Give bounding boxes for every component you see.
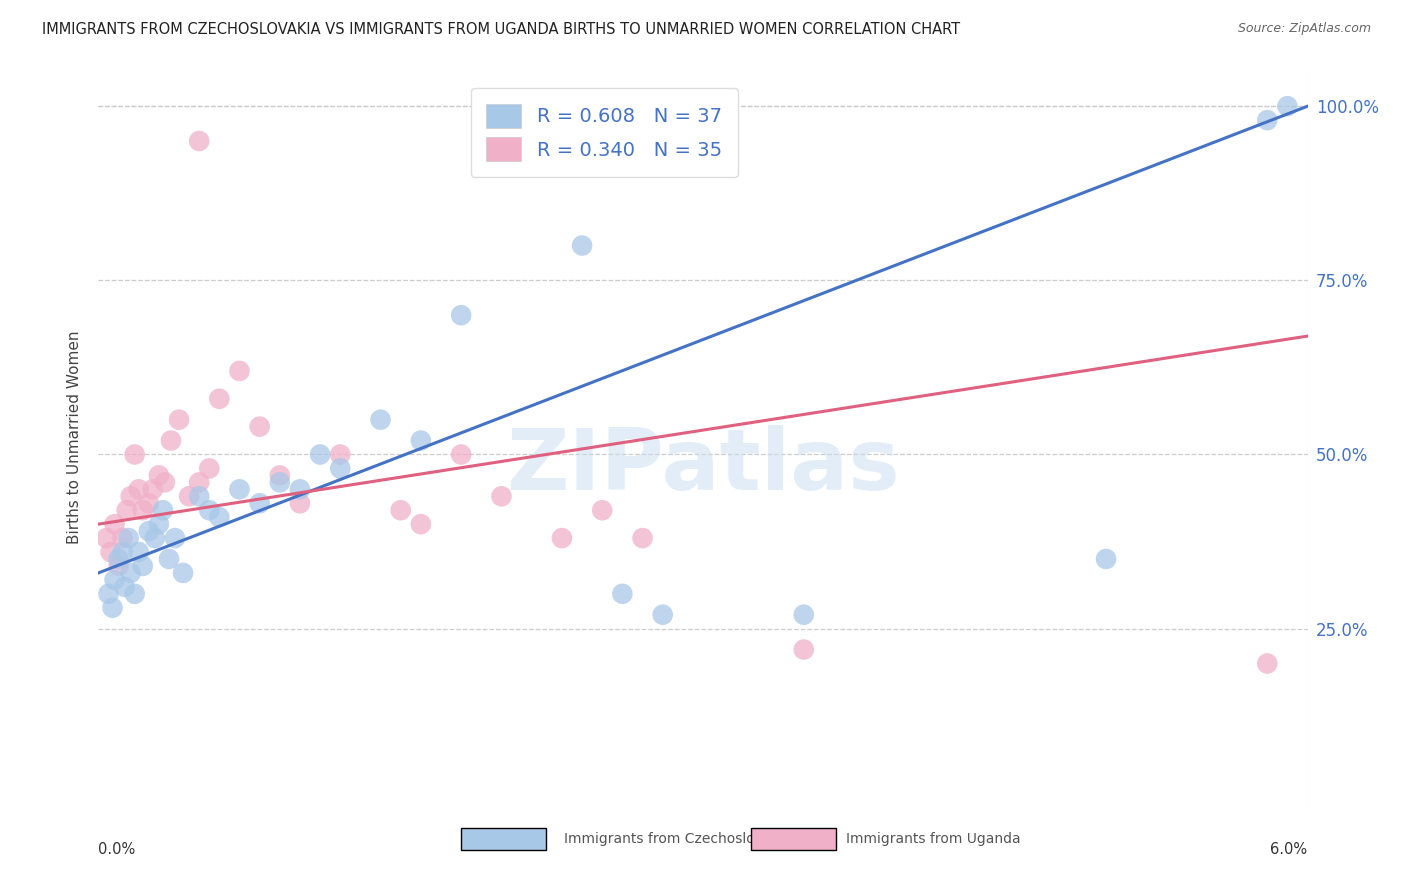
Point xyxy=(132,558,155,573)
Point xyxy=(188,475,211,490)
Legend: R = 0.608   N = 37, R = 0.340   N = 35: R = 0.608 N = 37, R = 0.340 N = 35 xyxy=(471,88,738,177)
Point xyxy=(269,468,291,483)
Point xyxy=(612,587,634,601)
Point xyxy=(208,510,231,524)
Point xyxy=(329,448,352,462)
Point xyxy=(128,545,150,559)
Point xyxy=(288,483,311,497)
Point xyxy=(409,517,432,532)
Text: Immigrants from Czechoslovakia: Immigrants from Czechoslovakia xyxy=(564,832,792,847)
Point xyxy=(1095,552,1118,566)
Point xyxy=(450,308,472,322)
Point xyxy=(148,468,170,483)
Point xyxy=(103,517,125,532)
Point xyxy=(111,545,134,559)
Point xyxy=(97,587,120,601)
Point xyxy=(138,496,160,510)
Y-axis label: Births to Unmarried Women: Births to Unmarried Women xyxy=(66,330,82,544)
Point xyxy=(120,566,142,580)
Point xyxy=(249,419,271,434)
Point xyxy=(152,503,174,517)
Point xyxy=(793,642,815,657)
FancyBboxPatch shape xyxy=(461,829,546,850)
Text: ZIPatlas: ZIPatlas xyxy=(506,425,900,508)
Text: 0.0%: 0.0% xyxy=(98,842,135,856)
Point xyxy=(115,503,138,517)
Point xyxy=(1256,657,1278,671)
Point xyxy=(96,531,118,545)
Point xyxy=(120,489,142,503)
Point xyxy=(793,607,815,622)
Point xyxy=(249,496,271,510)
Text: Immigrants from Uganda: Immigrants from Uganda xyxy=(845,832,1021,847)
Point xyxy=(142,483,165,497)
Point xyxy=(114,580,136,594)
Point xyxy=(143,531,166,545)
Point xyxy=(571,238,593,252)
Point xyxy=(651,607,673,622)
Point xyxy=(148,517,170,532)
Point xyxy=(128,483,150,497)
Point xyxy=(124,587,146,601)
Point xyxy=(208,392,231,406)
Text: IMMIGRANTS FROM CZECHOSLOVAKIA VS IMMIGRANTS FROM UGANDA BIRTHS TO UNMARRIED WOM: IMMIGRANTS FROM CZECHOSLOVAKIA VS IMMIGR… xyxy=(42,22,960,37)
Point xyxy=(228,483,250,497)
Point xyxy=(1277,99,1299,113)
Point xyxy=(631,531,654,545)
Point xyxy=(228,364,250,378)
Point xyxy=(167,412,190,426)
Point xyxy=(370,412,392,426)
Point xyxy=(450,448,472,462)
Point xyxy=(309,448,332,462)
Point xyxy=(288,496,311,510)
Point xyxy=(329,461,352,475)
Point xyxy=(107,552,129,566)
Point xyxy=(389,503,412,517)
Point xyxy=(160,434,183,448)
Point xyxy=(1256,113,1278,128)
Point xyxy=(101,600,124,615)
Point xyxy=(132,503,155,517)
Point xyxy=(491,489,513,503)
Text: 6.0%: 6.0% xyxy=(1271,842,1308,856)
Point xyxy=(198,503,221,517)
Point xyxy=(172,566,194,580)
Point xyxy=(198,461,221,475)
Point xyxy=(157,552,180,566)
Point xyxy=(107,558,129,573)
Point xyxy=(591,503,613,517)
Point xyxy=(269,475,291,490)
FancyBboxPatch shape xyxy=(751,829,837,850)
Point xyxy=(409,434,432,448)
Point xyxy=(551,531,574,545)
Point xyxy=(153,475,176,490)
Text: Source: ZipAtlas.com: Source: ZipAtlas.com xyxy=(1237,22,1371,36)
Point xyxy=(188,489,211,503)
Point xyxy=(188,134,211,148)
Point xyxy=(103,573,125,587)
Point xyxy=(124,448,146,462)
Point xyxy=(163,531,186,545)
Point xyxy=(111,531,134,545)
Point xyxy=(179,489,201,503)
Point xyxy=(138,524,160,538)
Point xyxy=(118,531,141,545)
Point xyxy=(100,545,122,559)
